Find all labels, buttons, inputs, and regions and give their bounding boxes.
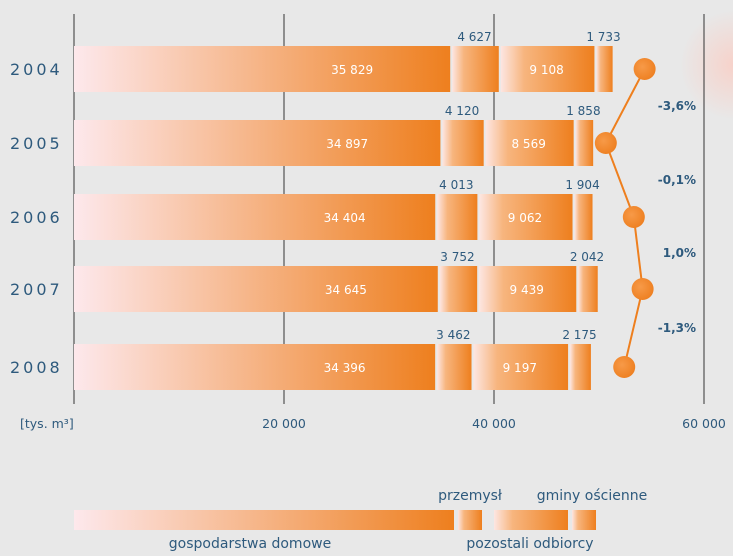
bar-segment-other-customers: [485, 120, 574, 166]
bar-segment-other-customers: [479, 194, 573, 240]
data-label-industry: 3 462: [436, 328, 470, 342]
change-label: -3,6%: [658, 99, 696, 113]
data-label-other-customers: 9 108: [529, 63, 563, 77]
data-label-households: 34 897: [326, 137, 368, 151]
bar-segment-other-customers: [479, 266, 577, 312]
legend-swatch-other-customers: [494, 510, 568, 530]
bar-segment-households: [74, 266, 438, 312]
x-tick-label: 20 000: [262, 416, 306, 431]
change-label: 1,0%: [663, 246, 696, 260]
legend-label-neighbor-municipalities: gminy ościenne: [537, 488, 647, 504]
category-label: 2005: [10, 134, 63, 153]
category-label: 2006: [10, 208, 63, 227]
change-marker: [622, 206, 645, 228]
bar-segment-neighbor-municipalities: [574, 194, 593, 240]
category-label: 2008: [10, 358, 63, 377]
x-axis: [tys. m³] 20 000 40 000 60 000: [20, 416, 726, 431]
data-label-other-customers: 9 439: [510, 283, 544, 297]
bar-segment-neighbor-municipalities: [578, 266, 598, 312]
change-marker: [613, 356, 636, 378]
data-label-households: 34 396: [324, 361, 366, 375]
change-label: -1,3%: [658, 321, 696, 335]
data-label-households: 34 645: [325, 283, 367, 297]
bar-segment-households: [74, 120, 441, 166]
bar-segment-other-customers: [473, 344, 569, 390]
bar-segment-households: [74, 46, 451, 92]
legend-swatch-households: [74, 510, 454, 530]
data-label-other-customers: 8 569: [511, 137, 545, 151]
data-label-industry: 3 752: [440, 250, 474, 264]
legend-label-industry: przemysł: [438, 488, 502, 504]
decorative-glow: [680, 10, 733, 120]
data-label-other-customers: 9 197: [503, 361, 537, 375]
x-tick-label: 40 000: [472, 416, 516, 431]
change-marker: [594, 132, 617, 154]
bar-segment-industry: [437, 194, 478, 240]
data-label-neighbor-municipalities: 2 175: [562, 328, 596, 342]
bar-segment-neighbor-municipalities: [596, 46, 613, 92]
x-tick-label: 60 000: [682, 416, 726, 431]
data-label-neighbor-municipalities: 1 858: [566, 104, 600, 118]
bar-segment-neighbor-municipalities: [575, 120, 594, 166]
bar-segment-households: [74, 344, 436, 390]
bar-segment-industry: [437, 344, 472, 390]
legend-label-households: gospodarstwa domowe: [169, 536, 331, 552]
change-marker: [633, 58, 656, 80]
change-marker: [631, 278, 654, 300]
unit-label: [tys. m³]: [20, 416, 74, 431]
data-label-industry: 4 627: [457, 30, 491, 44]
change-indicators: -3,6% -0,1% 1,0% -1,3%: [594, 58, 696, 378]
bar-segment-neighbor-municipalities: [570, 344, 591, 390]
category-label: 2007: [10, 280, 63, 299]
legend-swatch-industry: [458, 510, 482, 530]
legend: gospodarstwa domowe przemysł pozostali odb…: [74, 488, 647, 552]
data-label-neighbor-municipalities: 2 042: [570, 250, 604, 264]
bar-segment-households: [74, 194, 436, 240]
bar-segment-other-customers: [500, 46, 595, 92]
bars: [74, 46, 613, 390]
data-label-other-customers: 9 062: [508, 211, 542, 225]
data-label-households: 35 829: [331, 63, 373, 77]
data-label-households: 34 404: [324, 211, 366, 225]
labels: 2004 35 829 9 108 4 627 1 733 2005 34 897 8 569…: [10, 30, 621, 377]
data-label-neighbor-municipalities: 1 733: [586, 30, 620, 44]
bar-segment-industry: [442, 120, 484, 166]
legend-swatch-neighbor-municipalities: [572, 510, 596, 530]
data-label-industry: 4 013: [439, 178, 473, 192]
bar-segment-industry: [439, 266, 478, 312]
data-label-neighbor-municipalities: 1 904: [565, 178, 599, 192]
change-label: -0,1%: [658, 173, 696, 187]
bar-segment-industry: [452, 46, 499, 92]
category-label: 2004: [10, 60, 63, 79]
legend-label-other-customers: pozostali odbiorcy: [466, 536, 593, 552]
data-label-industry: 4 120: [445, 104, 479, 118]
